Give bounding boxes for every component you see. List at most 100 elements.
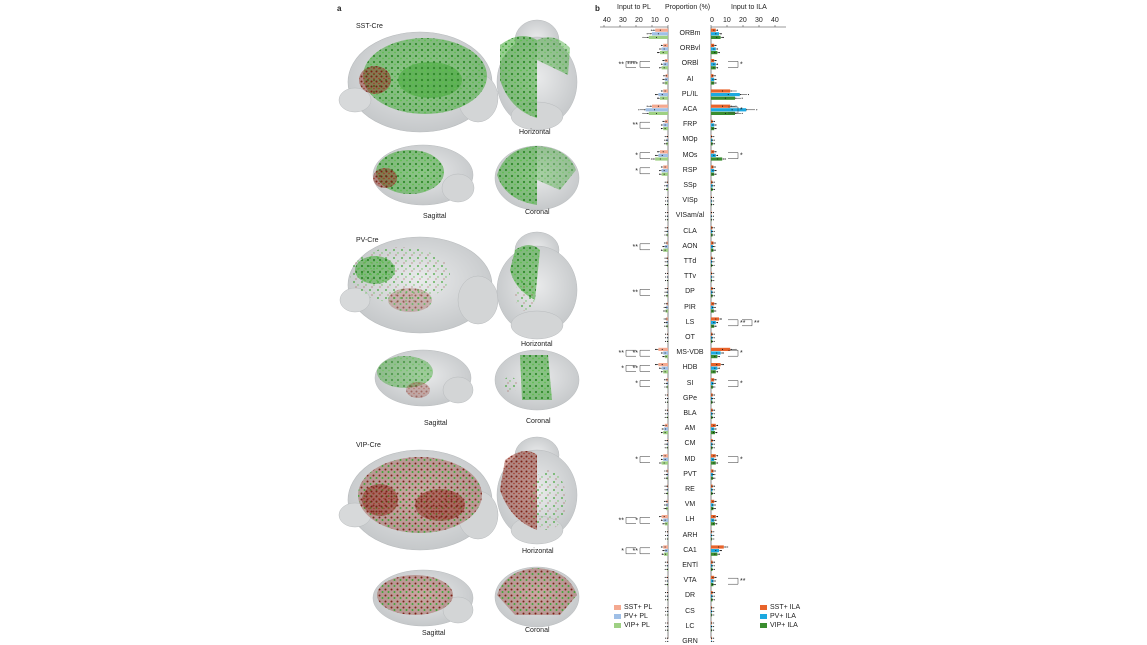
ila-sig-mark: * <box>740 350 743 357</box>
region-label: CA1 <box>667 547 713 554</box>
pl-data-point <box>665 455 666 456</box>
legend-sst-pl-label: SST+ PL <box>624 604 652 611</box>
pl-data-point <box>665 410 666 411</box>
ila-data-point <box>714 413 715 414</box>
pl-data-point <box>659 67 660 68</box>
ila-data-point <box>712 402 713 403</box>
pl-data-point <box>664 508 665 509</box>
pl-sig-mark: * <box>621 548 624 555</box>
ila-data-point <box>711 630 712 631</box>
ila-data-point <box>714 310 715 311</box>
pl-data-point <box>665 143 666 144</box>
ila-data-point <box>714 386 715 387</box>
pl-data-point <box>665 166 666 167</box>
pl-sig-mark: ** <box>619 350 625 357</box>
pl-data-point <box>656 94 657 95</box>
legend-sst-pl-swatch <box>614 605 621 610</box>
pl-sig-mark: * <box>635 381 638 388</box>
pl-data-point <box>665 200 666 201</box>
ila-data-point <box>715 75 716 76</box>
ila-data-point <box>714 140 715 141</box>
ila-data-point <box>713 204 714 205</box>
pl-data-point <box>662 428 663 429</box>
pl-sig-bracket <box>640 289 650 295</box>
pl-data-point <box>655 364 656 365</box>
pl-data-point <box>663 523 664 524</box>
ila-data-point <box>714 383 715 384</box>
pl-data-point <box>661 45 662 46</box>
ila-data-point <box>715 303 716 304</box>
pl-data-point <box>665 352 666 353</box>
ila-sig-bracket <box>728 578 738 584</box>
ila-data-point <box>714 478 715 479</box>
ila-sig-mark: * <box>740 153 743 160</box>
pl-data-point <box>664 140 665 141</box>
ila-data-point <box>715 242 716 243</box>
pl-data-point <box>662 364 663 365</box>
pl-data-point <box>666 326 667 327</box>
ila-data-point <box>718 546 719 547</box>
ila-data-point <box>735 349 736 350</box>
pl-data-point <box>665 447 666 448</box>
pl-data-point <box>657 52 658 53</box>
region-label: ARH <box>667 532 713 539</box>
pl-data-point <box>667 538 668 539</box>
pl-data-point <box>667 599 668 600</box>
ila-data-point <box>715 326 716 327</box>
pl-data-point <box>657 151 658 152</box>
ila-data-point <box>712 128 713 129</box>
region-label: PL/IL <box>667 91 713 98</box>
region-label: ORBm <box>667 30 713 37</box>
legend-pv-pl-swatch <box>614 614 621 619</box>
pl-data-point <box>663 60 664 61</box>
pl-sig-mark: * <box>635 457 638 464</box>
ila-sig-mark: * <box>740 457 743 464</box>
ila-data-point <box>712 174 713 175</box>
pl-data-point <box>665 394 666 395</box>
ila-data-point <box>713 386 714 387</box>
pl-data-point <box>665 219 666 220</box>
region-label: GPe <box>667 395 713 402</box>
pl-data-point <box>666 82 667 83</box>
ila-data-point <box>719 554 720 555</box>
region-label: LH <box>667 516 713 523</box>
legend-pv-pl: PV+ PL <box>614 613 648 620</box>
ila-data-point <box>714 234 715 235</box>
pl-sig-bracket <box>640 365 650 371</box>
ila-data-point <box>731 106 732 107</box>
region-label: BLA <box>667 410 713 417</box>
pl-data-point <box>650 106 651 107</box>
pl-data-point <box>664 303 665 304</box>
ila-data-point <box>715 501 716 502</box>
ila-data-point <box>713 607 714 608</box>
pl-data-point <box>665 231 666 232</box>
region-label: HDB <box>667 364 713 371</box>
region-label: PIR <box>667 304 713 311</box>
region-label: CM <box>667 440 713 447</box>
pl-data-point <box>665 520 666 521</box>
ila-data-point <box>712 584 713 585</box>
ila-sig-bracket <box>728 61 738 67</box>
legend-vip-pl-label: VIP+ PL <box>624 622 650 629</box>
ila-data-point <box>713 200 714 201</box>
ila-data-point <box>719 356 720 357</box>
pl-data-point <box>667 341 668 342</box>
ila-data-point <box>715 428 716 429</box>
pl-data-point <box>661 124 662 125</box>
pl-data-point <box>663 151 664 152</box>
pl-data-point <box>664 174 665 175</box>
pl-data-point <box>665 204 666 205</box>
ila-sig-mark: * <box>740 381 743 388</box>
ila-sig-bracket <box>728 381 738 387</box>
ila-data-point <box>714 402 715 403</box>
pl-data-point <box>665 577 666 578</box>
ila-data-point <box>714 444 715 445</box>
ila-data-point <box>714 474 715 475</box>
ila-data-point <box>714 504 715 505</box>
pl-data-point <box>654 109 655 110</box>
region-label: FRP <box>667 121 713 128</box>
ila-data-point <box>714 580 715 581</box>
ila-data-point <box>713 280 714 281</box>
pl-data-point <box>667 219 668 220</box>
